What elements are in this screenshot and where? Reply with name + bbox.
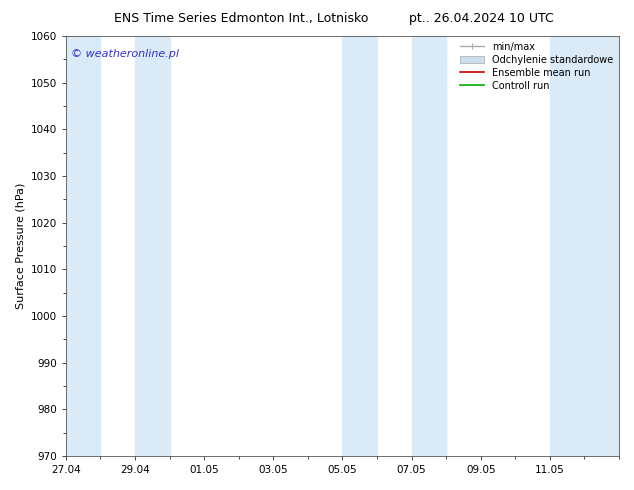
Bar — [411, 36, 446, 456]
Y-axis label: Surface Pressure (hPa): Surface Pressure (hPa) — [15, 183, 25, 309]
Bar — [135, 36, 169, 456]
Text: © weatheronline.pl: © weatheronline.pl — [72, 49, 179, 59]
Text: pt.. 26.04.2024 10 UTC: pt.. 26.04.2024 10 UTC — [410, 12, 554, 25]
Bar — [66, 36, 100, 456]
Text: ENS Time Series Edmonton Int., Lotnisko: ENS Time Series Edmonton Int., Lotnisko — [113, 12, 368, 25]
Legend: min/max, Odchylenie standardowe, Ensemble mean run, Controll run: min/max, Odchylenie standardowe, Ensembl… — [456, 38, 617, 95]
Bar — [550, 36, 619, 456]
Bar — [342, 36, 377, 456]
